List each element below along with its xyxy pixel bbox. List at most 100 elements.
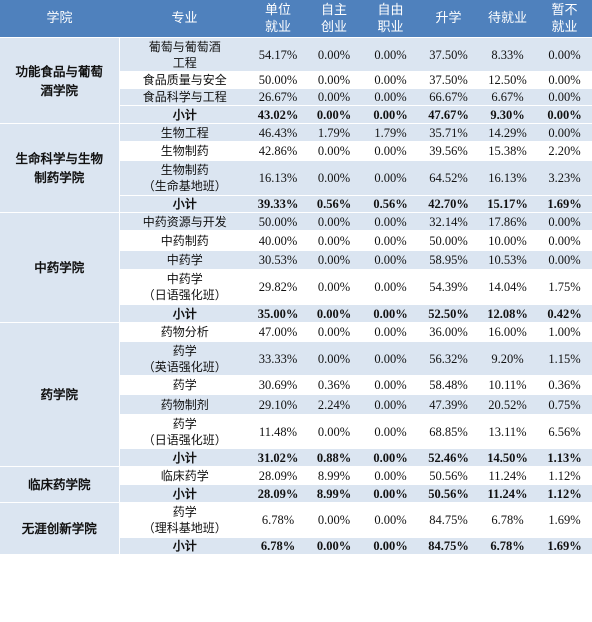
pending-cell: 11.24% (478, 466, 537, 485)
freelance-cell: 0.00% (362, 230, 419, 251)
major-cell: 临床药学 (119, 466, 250, 485)
employed-cell: 31.02% (250, 448, 306, 467)
employed-cell: 11.48% (250, 414, 306, 449)
subtotal-row: 小计 6.78% 0.00% 0.00% 84.75% 6.78% 1.69% (0, 537, 592, 555)
header-freelance: 自由 职业 (362, 0, 419, 38)
further-study-cell: 52.46% (419, 448, 478, 467)
header-not-employed: 暂不 就业 (537, 0, 592, 38)
further-study-cell: 50.56% (419, 484, 478, 503)
not-employed-cell: 0.00% (537, 230, 592, 251)
freelance-cell: 0.00% (362, 322, 419, 342)
major-cell: 中药学 （日语强化班） (119, 269, 250, 305)
self-employed-cell: 0.00% (306, 71, 362, 89)
table-row: 中药学院 中药资源与开发 50.00% 0.00% 0.00% 32.14% 17.86% 0… (0, 212, 592, 323)
table-row: 生命科学与生物 制药学院 生物工程 46.43% 1.79% 1.79% 35.71% 14.… (0, 123, 592, 213)
self-employed-cell: 8.99% (306, 466, 362, 485)
freelance-cell: 0.56% (362, 195, 419, 213)
subtotal-row: 小计 39.33% 0.56% 0.56% 42.70% 15.17% 1.69% (0, 195, 592, 213)
pending-cell: 9.30% (478, 105, 537, 124)
employed-cell: 6.78% (250, 537, 306, 555)
not-employed-cell: 1.69% (537, 537, 592, 555)
pending-cell: 6.78% (478, 537, 537, 555)
not-employed-cell: 0.00% (537, 105, 592, 124)
freelance-cell: 0.00% (362, 304, 419, 323)
self-employed-cell: 2.24% (306, 394, 362, 415)
employed-cell: 29.10% (250, 394, 306, 415)
freelance-cell: 0.00% (362, 537, 419, 555)
table-row: 中药学 （日语强化班） 29.82% 0.00% 0.00% 54.39% 14.04% 1.… (0, 269, 592, 305)
freelance-cell: 0.00% (362, 375, 419, 395)
employed-cell: 47.00% (250, 322, 306, 342)
major-cell: 药学 （英语强化班） (119, 341, 250, 376)
subtotal-label: 小计 (119, 195, 250, 213)
not-employed-cell: 0.00% (537, 123, 592, 142)
major-cell: 生物制药 （生命基地班） (119, 160, 250, 196)
freelance-cell: 0.00% (362, 269, 419, 305)
not-employed-cell: 1.15% (537, 341, 592, 376)
table-row: 中药学 30.53% 0.00% 0.00% 58.95% 10.53% 0.00% (0, 250, 592, 270)
further-study-cell: 64.52% (419, 160, 478, 196)
major-cell: 药学 (119, 375, 250, 395)
freelance-cell: 0.00% (362, 141, 419, 161)
pending-cell: 6.78% (478, 502, 537, 538)
employed-cell: 16.13% (250, 160, 306, 196)
self-employed-cell: 0.56% (306, 195, 362, 213)
freelance-cell: 0.00% (362, 484, 419, 503)
pending-cell: 15.38% (478, 141, 537, 161)
not-employed-cell: 1.12% (537, 466, 592, 485)
self-employed-cell: 0.00% (306, 160, 362, 196)
table-row: 药物制剂 29.10% 2.24% 0.00% 47.39% 20.52% 0.75% (0, 394, 592, 415)
subtotal-row: 小计 35.00% 0.00% 0.00% 52.50% 12.08% 0.42% (0, 304, 592, 323)
further-study-cell: 37.50% (419, 71, 478, 89)
freelance-cell: 0.00% (362, 341, 419, 376)
further-study-cell: 68.85% (419, 414, 478, 449)
further-study-cell: 58.48% (419, 375, 478, 395)
header-college: 学院 (0, 0, 119, 38)
major-cell: 药物分析 (119, 322, 250, 342)
subtotal-label: 小计 (119, 448, 250, 467)
employed-cell: 43.02% (250, 105, 306, 124)
pending-cell: 8.33% (478, 37, 537, 72)
subtotal-row: 小计 28.09% 8.99% 0.00% 50.56% 11.24% 1.12% (0, 484, 592, 503)
pending-cell: 13.11% (478, 414, 537, 449)
freelance-cell: 0.00% (362, 88, 419, 106)
not-employed-cell: 6.56% (537, 414, 592, 449)
not-employed-cell: 1.12% (537, 484, 592, 503)
not-employed-cell: 0.00% (537, 250, 592, 270)
table-row: 食品质量与安全 50.00% 0.00% 0.00% 37.50% 12.50% 0.00% (0, 71, 592, 89)
subtotal-label: 小计 (119, 105, 250, 124)
self-employed-cell: 0.00% (306, 88, 362, 106)
header-major: 专业 (119, 0, 250, 38)
not-employed-cell: 1.00% (537, 322, 592, 342)
employed-cell: 28.09% (250, 466, 306, 485)
employed-cell: 50.00% (250, 71, 306, 89)
not-employed-cell: 1.75% (537, 269, 592, 305)
self-employed-cell: 0.00% (306, 341, 362, 376)
college-cell: 中药学院 (0, 212, 120, 323)
pending-cell: 16.00% (478, 322, 537, 342)
not-employed-cell: 0.42% (537, 304, 592, 323)
table-row: 药学院 药物分析 47.00% 0.00% 0.00% 36.00% 16.00% 1.00% (0, 322, 592, 467)
freelance-cell: 0.00% (362, 37, 419, 72)
self-employed-cell: 0.00% (306, 502, 362, 538)
pending-cell: 11.24% (478, 484, 537, 503)
self-employed-cell: 1.79% (306, 123, 362, 142)
further-study-cell: 47.39% (419, 394, 478, 415)
further-study-cell: 54.39% (419, 269, 478, 305)
further-study-cell: 42.70% (419, 195, 478, 213)
major-cell: 中药制药 (119, 230, 250, 251)
employed-cell: 30.69% (250, 375, 306, 395)
pending-cell: 12.08% (478, 304, 537, 323)
college-cell: 无涯创新学院 (0, 502, 120, 555)
freelance-cell: 0.00% (362, 250, 419, 270)
table-body: 功能食品与葡萄 酒学院 葡萄与葡萄酒 工程 54.17% 0.00% 0.00% 37.50%… (0, 37, 592, 555)
further-study-cell: 35.71% (419, 123, 478, 142)
subtotal-label: 小计 (119, 537, 250, 555)
header-row: 学院 专业 单位 就业 自主 创业 自由 职业 升学 待就业 暂不 就业 (0, 0, 592, 38)
employed-cell: 33.33% (250, 341, 306, 376)
further-study-cell: 66.67% (419, 88, 478, 106)
freelance-cell: 1.79% (362, 123, 419, 142)
header-pending: 待就业 (478, 0, 537, 38)
further-study-cell: 84.75% (419, 537, 478, 555)
freelance-cell: 0.00% (362, 448, 419, 467)
